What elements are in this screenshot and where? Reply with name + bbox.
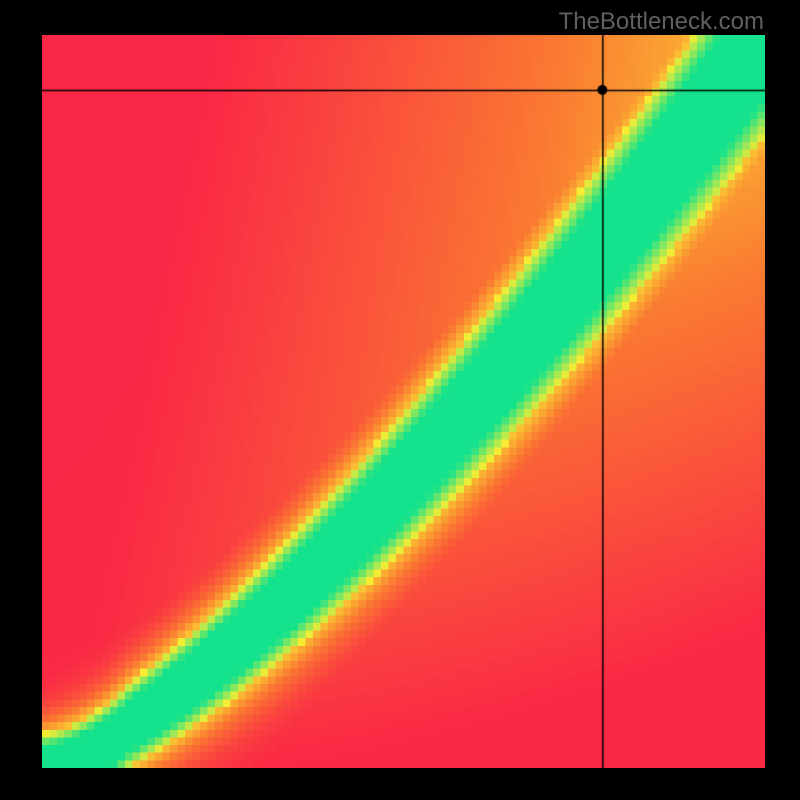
chart-container: TheBottleneck.com (0, 0, 800, 800)
crosshair-overlay (42, 35, 765, 768)
watermark-text: TheBottleneck.com (559, 8, 764, 36)
